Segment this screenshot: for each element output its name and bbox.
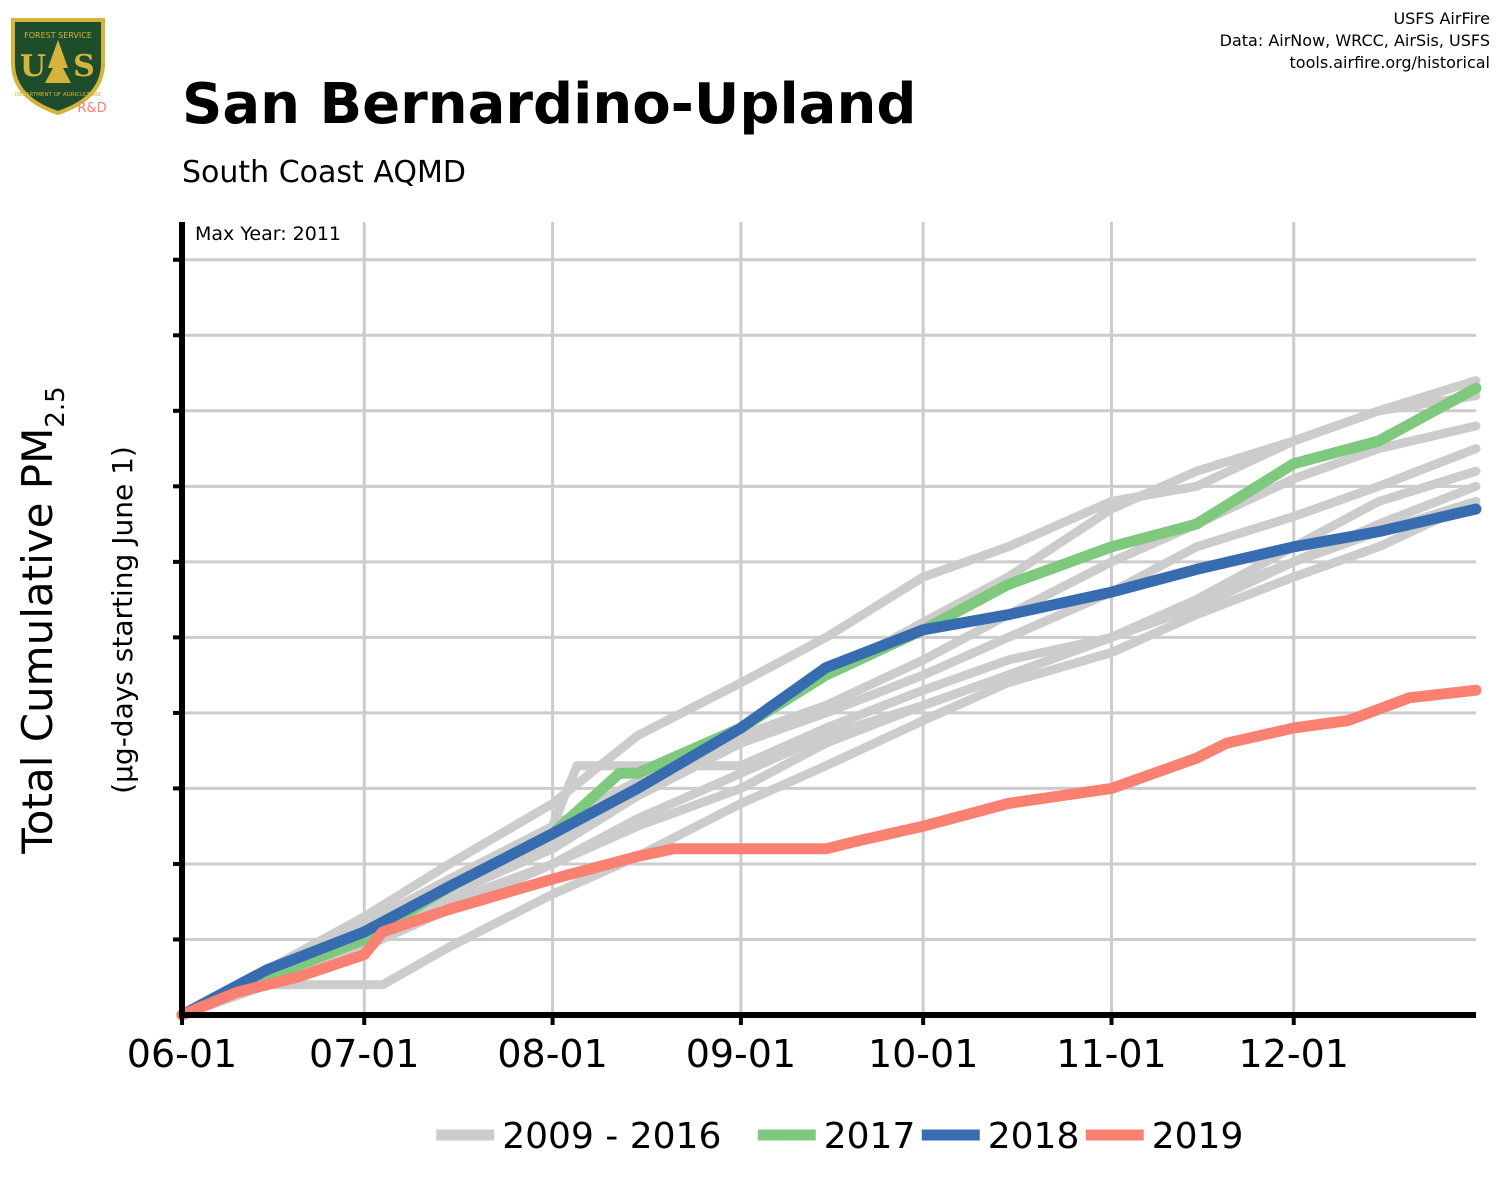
- y-axis-label: Total Cumulative PM2.5: [13, 386, 71, 854]
- x-tick-label: 10-01: [868, 1032, 978, 1076]
- x-tick-label: 06-01: [127, 1032, 237, 1076]
- y-axis-label-subscript: 2.5: [41, 386, 71, 427]
- x-tick-label: 11-01: [1056, 1032, 1166, 1076]
- logo-letter-s: S: [73, 49, 95, 84]
- credit-line: Data: AirNow, WRCC, AirSis, USFS: [1219, 31, 1490, 50]
- chart-subtitle: South Coast AQMD: [182, 155, 466, 190]
- x-tick-label: 12-01: [1239, 1032, 1349, 1076]
- y-axis-label-main: Total Cumulative PM: [13, 428, 62, 855]
- series-line-history: [177, 391, 1481, 1020]
- chart-title: San Bernardino-Upland: [182, 72, 917, 137]
- y-axis-label-text: Total Cumulative PM2.5: [13, 386, 71, 854]
- x-tick-label: 08-01: [497, 1032, 607, 1076]
- legend-label: 2009 - 2016: [502, 1116, 721, 1157]
- max-year-annotation: Max Year: 2011: [195, 223, 341, 245]
- legend-label: 2019: [1152, 1116, 1244, 1157]
- legend: 2009 - 2016 2017 2018 2019: [436, 1116, 1243, 1157]
- tree-icon: [45, 40, 71, 83]
- logo-letter-u: U: [20, 49, 46, 84]
- x-tick-label: 07-01: [309, 1032, 419, 1076]
- x-tick-label: 09-01: [686, 1032, 796, 1076]
- logo-badge: R&D: [77, 101, 106, 116]
- series-line-history: [177, 496, 1481, 1020]
- legend-label: 2017: [824, 1116, 916, 1157]
- series-line-2019: [176, 684, 1482, 1021]
- axes: 06-01 07-01 08-01 09-01 10-01 11-01 12-01: [127, 222, 1476, 1076]
- series-layer: [176, 376, 1482, 1021]
- logo-top-text: FOREST SERVICE: [24, 31, 92, 40]
- usfs-logo: FOREST SERVICE U S DEPARTMENT OF AGRICUL…: [11, 18, 107, 116]
- grid: [182, 222, 1476, 1015]
- y-axis-secondary-label: (µg-days starting June 1): [106, 446, 139, 794]
- credit-line: tools.airfire.org/historical: [1289, 53, 1490, 72]
- series-line-2018: [176, 503, 1482, 1021]
- credit-block: USFS AirFire Data: AirNow, WRCC, AirSis,…: [1220, 8, 1490, 74]
- logo-bottom-text: DEPARTMENT OF AGRICULTURE: [15, 92, 102, 98]
- legend-label: 2018: [988, 1116, 1080, 1157]
- credit-line: USFS AirFire: [1393, 9, 1490, 28]
